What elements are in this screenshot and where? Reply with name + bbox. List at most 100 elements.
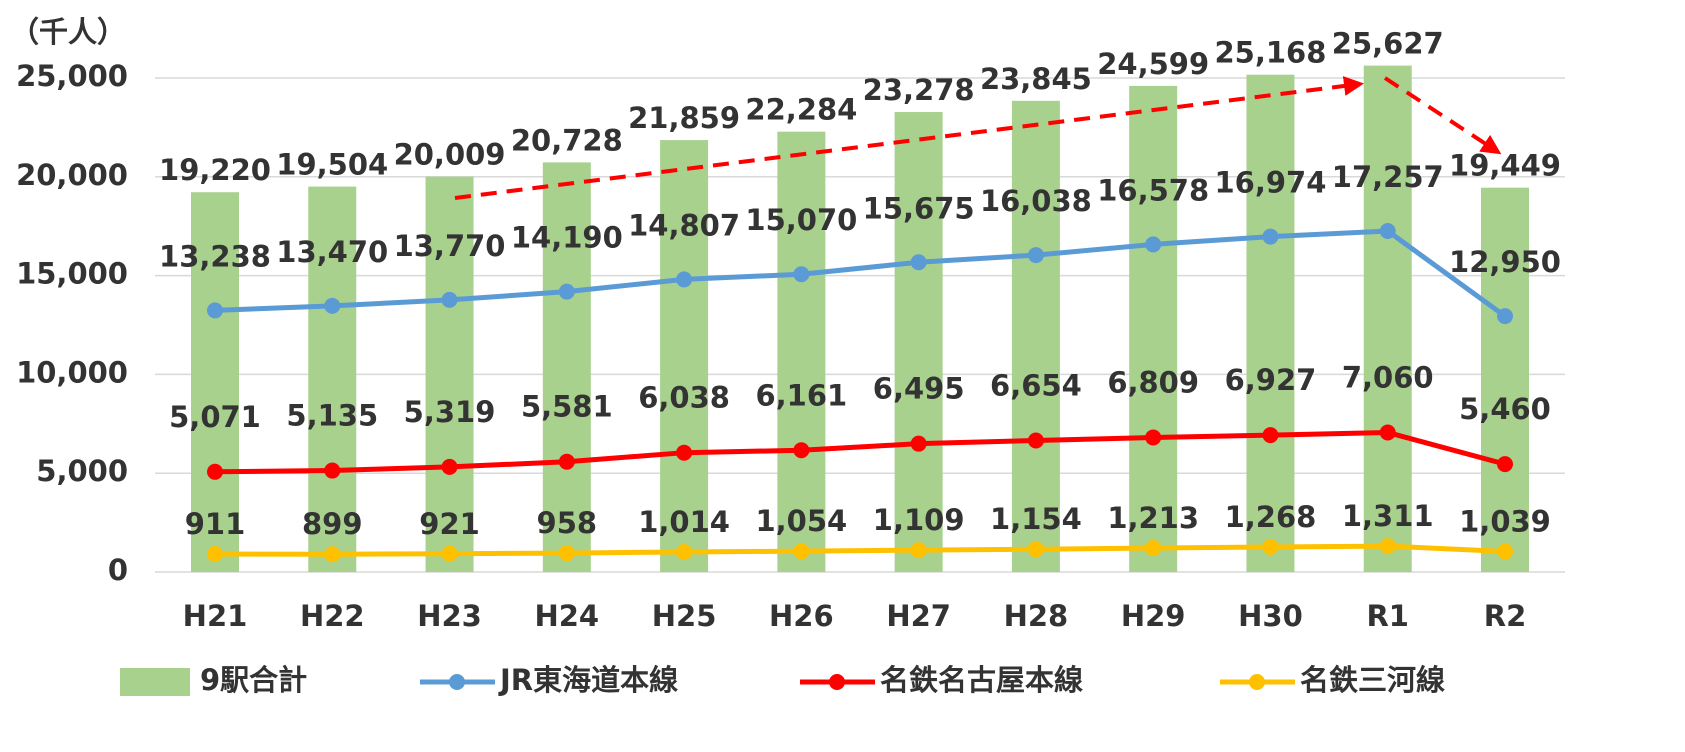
data-label: 6,495 — [873, 372, 965, 406]
trend-arrow — [454, 76, 1364, 200]
bar — [425, 176, 474, 572]
data-label: 6,809 — [1107, 365, 1199, 399]
data-label: 5,319 — [404, 395, 496, 429]
marker — [441, 545, 458, 562]
line — [214, 429, 1506, 475]
marker — [324, 297, 341, 314]
data-label: 958 — [537, 506, 598, 540]
y-tick-label: 20,000 — [16, 158, 128, 192]
y-tick-label: 15,000 — [16, 257, 128, 291]
legend-swatch — [120, 668, 190, 696]
x-tick-label: H30 — [1238, 599, 1303, 633]
data-label: 5,460 — [1459, 392, 1551, 426]
bar — [1011, 100, 1060, 572]
marker — [910, 254, 927, 271]
data-label: 1,109 — [873, 503, 965, 537]
x-tick-label: H29 — [1121, 599, 1186, 633]
y-tick-label: 10,000 — [16, 355, 128, 389]
bar — [1246, 74, 1295, 572]
y-tick-label: 5,000 — [36, 454, 128, 488]
data-label: 1,154 — [990, 502, 1082, 536]
data-label: 21,859 — [628, 101, 740, 135]
x-tick-label: H22 — [300, 599, 365, 633]
data-label: 16,974 — [1214, 166, 1326, 200]
data-label: 16,578 — [1097, 173, 1209, 207]
data-label: 6,161 — [755, 378, 847, 412]
legend-label: JR東海道本線 — [498, 663, 678, 697]
x-tick-label: H23 — [417, 599, 482, 633]
data-label: 921 — [419, 507, 480, 541]
data-label: 19,220 — [159, 153, 271, 187]
marker — [1027, 541, 1044, 558]
bar — [191, 192, 239, 572]
marker — [558, 545, 575, 562]
data-label: 5,071 — [169, 400, 261, 434]
data-label: 17,257 — [1332, 160, 1444, 194]
marker — [676, 543, 693, 560]
marker — [441, 291, 458, 308]
x-tick-label: H21 — [183, 599, 248, 633]
marker — [1379, 424, 1396, 441]
marker — [910, 435, 927, 452]
marker — [207, 463, 223, 480]
data-label: 5,135 — [286, 399, 378, 433]
data-label: 15,070 — [745, 203, 857, 237]
data-label: 15,675 — [863, 191, 975, 225]
marker — [676, 271, 693, 288]
data-label: 23,845 — [980, 62, 1092, 96]
y-axis-label: （千人） — [10, 15, 126, 49]
data-label: 20,009 — [394, 138, 506, 172]
marker — [1262, 427, 1279, 444]
data-label: 6,654 — [990, 369, 1082, 403]
marker — [910, 542, 927, 559]
data-label: 6,038 — [638, 381, 730, 415]
marker — [1497, 543, 1513, 560]
data-label: 1,039 — [1459, 504, 1551, 538]
legend-label: 名鉄名古屋本線 — [880, 663, 1083, 697]
data-label: 23,278 — [863, 73, 975, 107]
trend-arrow — [1383, 76, 1502, 155]
bar — [542, 162, 591, 572]
marker — [1379, 538, 1396, 555]
marker — [676, 444, 693, 461]
marker — [207, 545, 223, 562]
y-tick-label: 25,000 — [16, 59, 128, 93]
data-label: 20,728 — [511, 123, 623, 157]
x-tick-label: H25 — [652, 599, 717, 633]
x-tick-label: H27 — [886, 599, 951, 633]
data-label: 12,950 — [1449, 245, 1561, 279]
data-label: 14,807 — [628, 208, 740, 242]
bar — [777, 131, 826, 573]
marker — [324, 546, 341, 563]
data-label: 14,190 — [511, 221, 623, 255]
legend-marker — [829, 674, 845, 690]
marker — [1497, 308, 1513, 325]
data-label: 13,238 — [159, 239, 271, 273]
data-label: 22,284 — [745, 93, 857, 127]
x-tick-label: H28 — [1004, 599, 1069, 633]
data-label: 1,213 — [1107, 501, 1199, 535]
bar — [660, 140, 709, 572]
data-label: 25,168 — [1214, 36, 1326, 70]
line — [214, 543, 1506, 557]
marker — [1027, 247, 1044, 264]
marker — [1027, 432, 1044, 449]
bar — [1363, 65, 1412, 573]
line — [214, 228, 1507, 319]
data-label: 1,268 — [1225, 500, 1317, 534]
marker — [558, 453, 575, 470]
marker — [1262, 228, 1279, 245]
marker — [1145, 429, 1162, 446]
marker — [793, 266, 810, 283]
marker — [558, 283, 575, 300]
marker — [1145, 236, 1162, 253]
data-label: 24,599 — [1097, 47, 1209, 81]
data-label: 25,627 — [1332, 27, 1444, 61]
data-label: 1,054 — [755, 504, 847, 538]
data-label: 7,060 — [1342, 360, 1434, 394]
bar — [1129, 85, 1178, 572]
data-label: 911 — [185, 507, 246, 541]
data-label: 5,581 — [521, 390, 613, 424]
data-label: 899 — [302, 507, 363, 541]
